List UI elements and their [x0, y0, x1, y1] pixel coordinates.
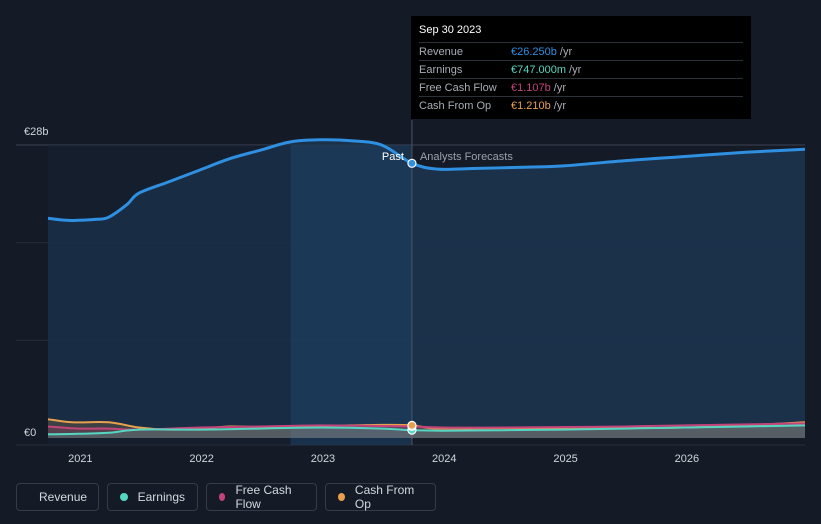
- legend-label: Earnings: [137, 490, 185, 504]
- revenue-area: [48, 139, 805, 438]
- series-line-free-cash-flow: [47, 422, 806, 431]
- tooltip-row-revenue: Revenue €26.250b /yr: [419, 42, 743, 60]
- highlight-band: [290, 145, 412, 445]
- legend-item-revenue[interactable]: Revenue: [16, 483, 99, 511]
- cash-from-op-dot-icon: [338, 493, 345, 501]
- chart-legend: Revenue Earnings Free Cash Flow Cash Fro…: [16, 483, 436, 511]
- tooltip-unit: /yr: [553, 99, 566, 112]
- legend-item-free-cash-flow[interactable]: Free Cash Flow: [206, 483, 317, 511]
- chart-canvas: €28b €0 2021 2022 2023 2024 2025 2026 Past Analys…: [16, 120, 806, 465]
- legend-label: Free Cash Flow: [235, 483, 292, 511]
- tooltip-unit: /yr: [569, 63, 582, 76]
- series-area-earnings: [48, 425, 805, 438]
- x-tick-label: 2024: [432, 453, 456, 465]
- tooltip-label: Cash From Op: [419, 99, 492, 112]
- chart-tooltip: Sep 30 2023 Revenue €26.250b /yr Earning…: [411, 16, 751, 119]
- x-tick-label: 2025: [553, 453, 577, 465]
- tooltip-unit: /yr: [553, 81, 566, 94]
- tooltip-unit: /yr: [559, 45, 573, 58]
- x-tick-label: 2023: [311, 453, 335, 465]
- tooltip-value: €26.250b: [511, 45, 557, 58]
- series-line-earnings: [47, 424, 806, 436]
- forecast-label: Analysts Forecasts: [420, 151, 513, 163]
- tooltip-row-free-cash-flow: Free Cash Flow €1.107b /yr: [419, 78, 743, 96]
- tooltip-value: €747.000m: [511, 63, 567, 76]
- y-tick-label-top: €28b: [24, 126, 48, 138]
- legend-label: Revenue: [39, 490, 88, 504]
- past-label: Past: [382, 151, 404, 163]
- marker-revenue: [407, 158, 417, 168]
- tooltip-value: €1.210b: [511, 99, 551, 112]
- earnings-dot-icon: [120, 493, 128, 501]
- free-cash-flow-dot-icon: [219, 493, 226, 501]
- x-tick-label: 2026: [675, 453, 699, 465]
- tooltip-row-earnings: Earnings €747.000m /yr: [419, 60, 743, 78]
- past-region: [48, 145, 412, 445]
- x-tick-label: 2022: [189, 453, 213, 465]
- tooltip-row-cash-from-op: Cash From Op €1.210b /yr: [419, 96, 743, 114]
- legend-item-earnings[interactable]: Earnings: [107, 483, 198, 511]
- legend-label: Cash From Op: [354, 483, 415, 511]
- tooltip-label: Free Cash Flow: [419, 81, 497, 94]
- legend-item-cash-from-op[interactable]: Cash From Op: [325, 483, 436, 511]
- y-tick-label-bottom: €0: [24, 427, 36, 439]
- tooltip-label: Revenue: [419, 45, 464, 58]
- marker-cash-from-op: [407, 420, 417, 430]
- tooltip-value: €1.107b: [511, 81, 551, 94]
- series-line-revenue: [47, 138, 806, 223]
- tooltip-date: Sep 30 2023: [419, 24, 482, 36]
- x-tick-label: 2021: [68, 453, 92, 465]
- tooltip-label: Earnings: [419, 63, 463, 76]
